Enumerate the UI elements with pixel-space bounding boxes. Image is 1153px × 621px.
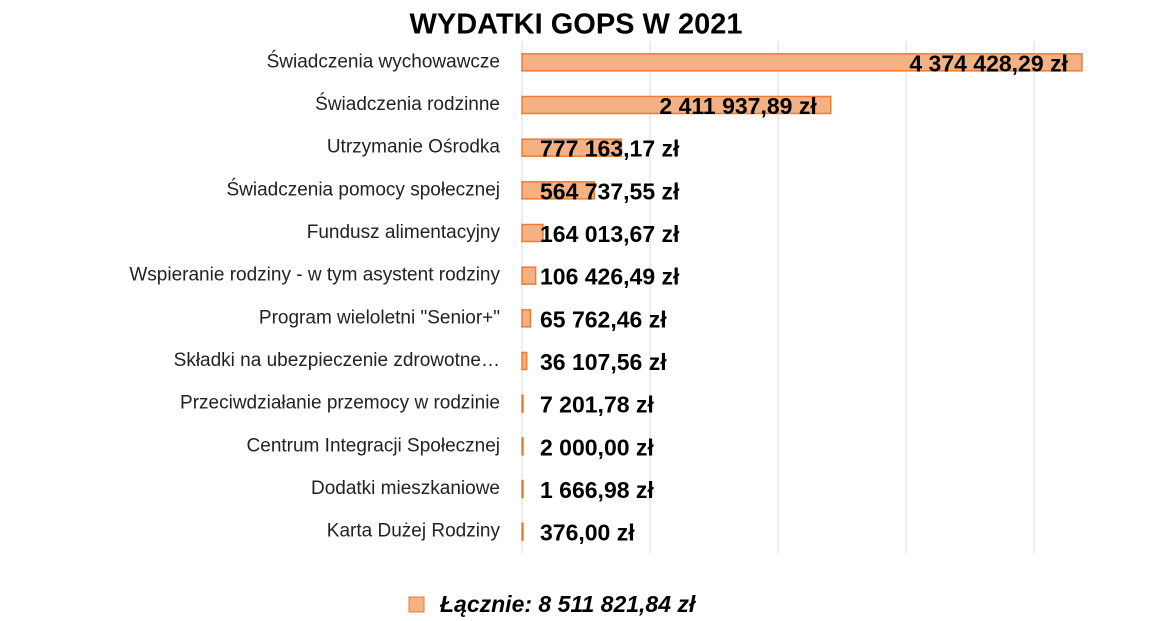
y-tick-label: Składki na ubezpieczenie zdrowotne… (174, 350, 500, 371)
bar (521, 138, 623, 157)
bar (521, 351, 528, 371)
legend-swatch (408, 596, 425, 613)
y-tick-label: Fundusz alimentacyjny (307, 222, 501, 243)
data-label: 1 666,98 zł (540, 477, 654, 503)
y-tick-label: Świadczenia pomocy społecznej (226, 178, 500, 200)
bar (521, 309, 532, 328)
y-tick-label: Karta Dużej Rodziny (327, 521, 501, 542)
y-tick-label: Centrum Integracji Społecznej (247, 435, 500, 456)
bar (521, 181, 596, 200)
bar (521, 223, 544, 243)
data-label: 106 426,49 zł (540, 264, 680, 290)
data-label: 2 000,00 zł (540, 434, 654, 460)
bar (521, 53, 1083, 72)
bars: Świadczenia wychowawcze 4 374 428,29 zł Św… (129, 50, 1083, 546)
y-tick-label: Świadczenia wychowawcze (267, 50, 500, 72)
y-tick-label: Dodatki mieszkaniowe (311, 478, 500, 499)
bar (521, 394, 524, 413)
data-label: 164 013,67 zł (540, 221, 680, 247)
grid (521, 41, 1035, 553)
bar (521, 479, 524, 499)
bar (521, 522, 524, 541)
y-tick-label: Program wieloletni "Senior+" (259, 307, 500, 328)
legend: Łącznie: 8 511 821,84 zł (408, 591, 697, 617)
y-tick-label: Świadczenia rodzinne (315, 93, 500, 115)
bar (521, 437, 524, 456)
data-label: 777 163,17 zł (540, 136, 680, 162)
y-tick-label: Utrzymanie Ośrodka (327, 137, 501, 158)
y-tick-label: Wspieranie rodziny - w tym asystent rodz… (129, 265, 500, 286)
legend-label: Łącznie: 8 511 821,84 zł (439, 591, 697, 617)
bar (521, 95, 832, 115)
data-label: 2 411 937,89 zł (659, 93, 817, 119)
data-label: 4 374 428,29 zł (909, 50, 1068, 76)
data-label: 65 762,46 zł (540, 306, 667, 332)
data-label: 7 201,78 zł (540, 392, 654, 418)
y-tick-label: Przeciwdziałanie przemocy w rodzinie (180, 393, 500, 414)
data-label: 564 737,55 zł (540, 178, 680, 204)
data-label: 376,00 zł (540, 520, 635, 546)
data-label: 36 107,56 zł (540, 349, 667, 375)
chart-title: WYDATKI GOPS W 2021 (409, 9, 742, 41)
bar (521, 266, 537, 285)
